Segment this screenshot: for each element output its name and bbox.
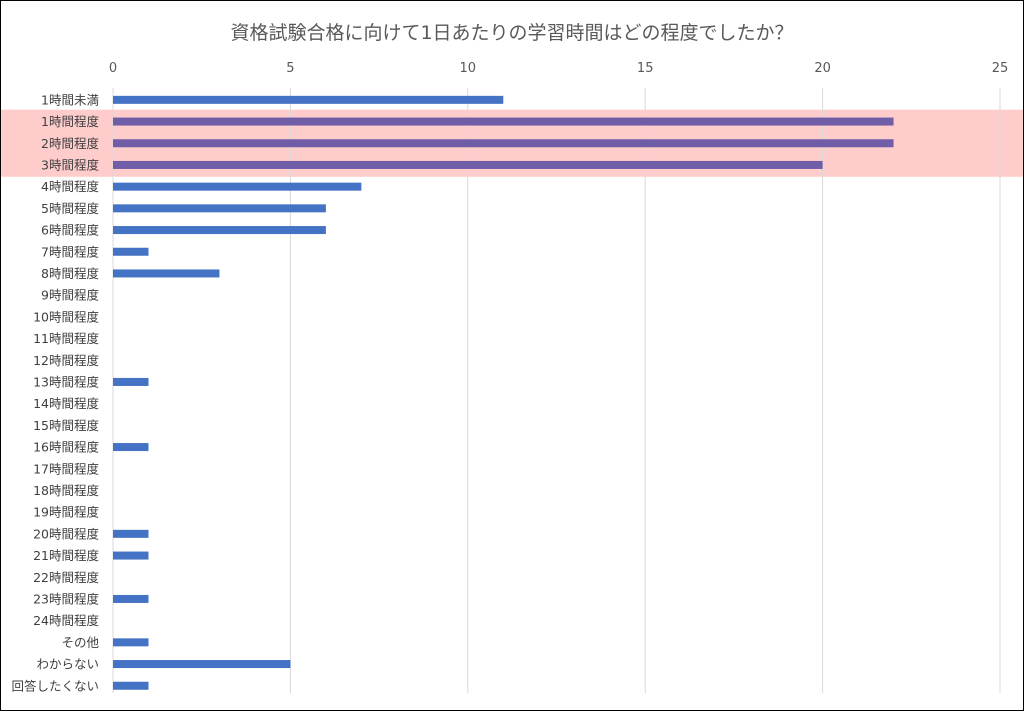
- y-tick-label: 15時間程度: [33, 418, 99, 433]
- x-tick-label: 5: [286, 61, 294, 76]
- y-tick-label: 13時間程度: [33, 374, 99, 389]
- bar: [113, 660, 291, 669]
- y-tick-label: 14時間程度: [33, 396, 99, 411]
- bar: [113, 269, 220, 278]
- y-tick-label: 18時間程度: [33, 483, 99, 498]
- y-tick-label: 5時間程度: [41, 201, 99, 216]
- x-tick-label: 25: [992, 61, 1009, 76]
- y-tick-label: その他: [61, 635, 99, 650]
- y-tick-label: 17時間程度: [33, 461, 99, 476]
- y-tick-label: 回答したくない: [11, 678, 99, 693]
- bar: [113, 377, 149, 386]
- bar: [113, 160, 823, 169]
- bar: [113, 182, 362, 191]
- bar: [113, 226, 326, 235]
- y-tick-label: 24時間程度: [33, 613, 99, 628]
- y-tick-label: 9時間程度: [41, 288, 99, 303]
- bar: [113, 551, 149, 560]
- x-tick-label: 0: [109, 61, 117, 76]
- bar: [113, 95, 504, 104]
- y-tick-label: 21時間程度: [33, 548, 99, 563]
- y-tick-label: 22時間程度: [33, 570, 99, 585]
- y-tick-label: わからない: [36, 657, 99, 672]
- y-tick-label: 12時間程度: [33, 353, 99, 368]
- bar: [113, 594, 149, 603]
- y-tick-label: 3時間程度: [41, 157, 99, 172]
- y-tick-label: 20時間程度: [33, 526, 99, 541]
- y-tick-label: 2時間程度: [41, 136, 99, 151]
- y-tick-label: 1時間程度: [41, 114, 99, 129]
- y-tick-label: 1時間未満: [41, 92, 99, 107]
- bar: [113, 204, 326, 213]
- y-tick-label: 6時間程度: [41, 223, 99, 238]
- bar: [113, 443, 149, 452]
- x-tick-label: 10: [460, 61, 477, 76]
- y-tick-label: 7時間程度: [41, 244, 99, 259]
- y-tick-label: 11時間程度: [33, 331, 99, 346]
- bar: [113, 529, 149, 538]
- chart-title: 資格試験合格に向けて1日あたりの学習時間はどの程度でしたか？: [230, 22, 794, 44]
- x-tick-label: 15: [637, 61, 654, 76]
- bar: [113, 638, 149, 647]
- x-tick-label: 20: [814, 61, 831, 76]
- bar: [113, 247, 149, 256]
- y-tick-label: 19時間程度: [33, 505, 99, 520]
- bar: [113, 139, 894, 148]
- bar: [113, 681, 149, 690]
- bar: [113, 117, 894, 126]
- y-tick-label: 16時間程度: [33, 440, 99, 455]
- y-tick-label: 8時間程度: [41, 266, 99, 281]
- y-tick-label: 10時間程度: [33, 309, 99, 324]
- y-tick-label: 23時間程度: [33, 591, 99, 606]
- y-tick-label: 4時間程度: [41, 179, 99, 194]
